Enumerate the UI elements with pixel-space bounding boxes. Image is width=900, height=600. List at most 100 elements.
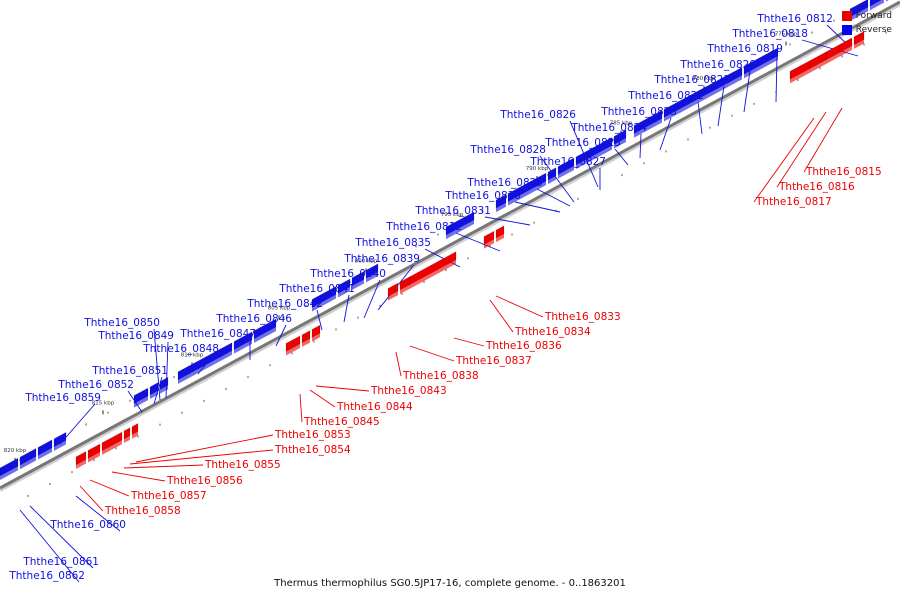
gene-label[interactable]: Ththe16_0840 — [309, 268, 386, 280]
forward-gene-side — [302, 338, 310, 347]
leader-line — [803, 107, 843, 173]
leader-line — [536, 188, 571, 207]
kbp-tick-label: 795 kbp — [441, 212, 464, 218]
gene-label[interactable]: Ththe16_0825 — [544, 137, 621, 149]
gene-label[interactable]: Ththe16_0834 — [514, 326, 591, 338]
gene-label[interactable]: Ththe16_0824 — [570, 122, 647, 134]
gene-label[interactable]: Ththe16_0842 — [246, 298, 323, 310]
gene-label[interactable]: Ththe16_0832 — [385, 221, 462, 233]
gene-label[interactable]: Ththe16_0817 — [755, 196, 832, 208]
gene-label[interactable]: Ththe16_0831 — [414, 205, 491, 217]
gene-label[interactable]: Ththe16_0812 — [756, 13, 833, 25]
legend-forward-label: Forward — [855, 11, 892, 21]
leader-line — [775, 54, 778, 103]
reverse-gene-side — [588, 145, 612, 163]
reverse-gene-side — [886, 0, 889, 2]
gene-label[interactable]: Ththe16_0818 — [731, 28, 808, 40]
gene-label[interactable]: Ththe16_0829 — [466, 177, 543, 189]
kbp-tick-label: 785 kbp — [610, 121, 633, 127]
forward-gene-side — [790, 68, 810, 84]
reverse-gene-side — [38, 447, 52, 460]
gene-label[interactable]: Ththe16_0820 — [679, 59, 756, 71]
forward-swatch — [841, 11, 852, 21]
kbp-tick-label: 800 kbp — [355, 258, 378, 264]
forward-gene-side — [854, 39, 864, 49]
gene-label[interactable]: Ththe16_0821 — [653, 74, 730, 86]
gene-label[interactable]: Ththe16_0826 — [499, 109, 576, 121]
leader-line — [453, 337, 485, 347]
forward-gene-side — [496, 233, 504, 243]
gene-label[interactable]: Ththe16_0844 — [336, 401, 413, 413]
gene-label[interactable]: Ththe16_0839 — [343, 253, 420, 265]
leader-line — [409, 345, 455, 362]
gene-label[interactable]: Ththe16_0845 — [303, 416, 380, 428]
gene-label[interactable]: Ththe16_0846 — [215, 313, 292, 325]
gene-label[interactable]: Ththe16_0862 — [8, 570, 85, 582]
gene-label[interactable]: Ththe16_0854 — [274, 444, 351, 456]
leader-line — [395, 351, 402, 377]
gene-label[interactable]: Ththe16_0816 — [778, 181, 855, 193]
gene-label[interactable]: Ththe16_0841 — [278, 283, 355, 295]
reverse-gene-side — [634, 118, 662, 138]
gene-label[interactable]: Ththe16_0849 — [97, 330, 174, 342]
gene-label[interactable]: Ththe16_0853 — [274, 429, 351, 441]
forward-gene-side — [124, 435, 130, 444]
gene-label[interactable]: Ththe16_0823 — [600, 106, 677, 118]
gene-label-layer: Ththe16_0812 Ththe16_0818 Ththe16_0819 Thth… — [8, 13, 881, 582]
gene-label[interactable]: Ththe16_0848 — [142, 343, 219, 355]
gene-layer — [0, 0, 889, 480]
reverse-gene-side — [664, 98, 700, 122]
reverse-gene-side — [558, 166, 574, 179]
leader-line — [129, 449, 274, 465]
gene-label[interactable]: Ththe16_0858 — [104, 505, 181, 517]
leader-line — [363, 279, 381, 319]
gene-label[interactable]: Ththe16_0859 — [24, 392, 101, 404]
leader-line — [316, 309, 323, 331]
reverse-gene-side — [352, 279, 364, 290]
gene-label[interactable]: Ththe16_0851 — [91, 365, 168, 377]
forward-gene-side — [410, 259, 456, 289]
gene-label[interactable]: Ththe16_0827 — [529, 156, 606, 168]
backbone-shadow — [0, 2, 900, 492]
reverse-gene-side — [234, 339, 252, 354]
legend-reverse: Reverse — [841, 23, 892, 37]
reverse-gene-side — [54, 440, 66, 451]
gene-label[interactable]: Ththe16_0819 — [706, 43, 783, 55]
leader-line — [514, 201, 561, 213]
gene-label[interactable]: Ththe16_0852 — [57, 379, 134, 391]
gene-label[interactable]: Ththe16_0857 — [130, 490, 207, 502]
reverse-gene-side — [508, 181, 546, 206]
leader-line — [79, 485, 104, 512]
gene-label[interactable]: Ththe16_0860 — [49, 519, 126, 531]
leader-line — [697, 101, 703, 135]
gene-label[interactable]: Ththe16_0856 — [166, 475, 243, 487]
forward-gene-side — [76, 459, 86, 469]
leader-line — [639, 133, 642, 159]
gene-label[interactable]: Ththe16_0837 — [455, 355, 532, 367]
gene-label[interactable]: Ththe16_0833 — [544, 311, 621, 323]
reverse-gene-side — [548, 175, 556, 185]
gene-label[interactable]: Ththe16_0822 — [627, 90, 704, 102]
reverse-gene-side — [496, 202, 506, 213]
reverse-gene-side — [700, 75, 742, 102]
reverse-gene-side — [312, 294, 336, 312]
gene-label[interactable]: Ththe16_0836 — [485, 340, 562, 352]
gene-label[interactable]: Ththe16_0847 — [179, 328, 256, 340]
gene-label[interactable]: Ththe16_0828 — [469, 144, 546, 156]
gene-label[interactable]: Ththe16_0855 — [204, 459, 281, 471]
gene-label[interactable]: Ththe16_0830 — [444, 190, 521, 202]
leader-line — [111, 471, 166, 482]
leader-line — [29, 505, 94, 569]
gene-label[interactable]: Ththe16_0815 — [805, 166, 882, 178]
leader-line — [484, 216, 531, 226]
gene-label[interactable]: Ththe16_0861 — [22, 556, 99, 568]
kbp-tick-label: 790 kbp — [526, 166, 549, 172]
gene-label[interactable]: Ththe16_0835 — [354, 237, 431, 249]
gene-label[interactable]: Ththe16_0850 — [83, 317, 160, 329]
forward-gene-side — [826, 52, 840, 64]
forward-gene-side — [840, 45, 852, 57]
reverse-gene-side — [254, 326, 276, 343]
gene-label[interactable]: Ththe16_0843 — [370, 385, 447, 397]
gene-label[interactable]: Ththe16_0838 — [402, 370, 479, 382]
